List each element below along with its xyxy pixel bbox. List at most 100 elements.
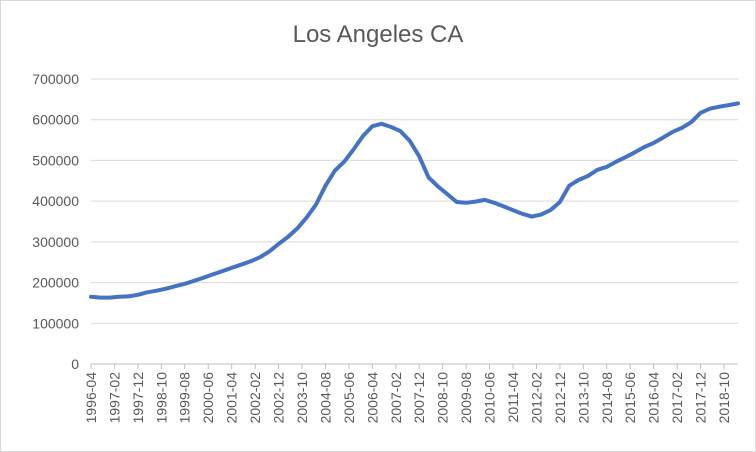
data-point — [539, 213, 543, 217]
data-point — [530, 215, 534, 219]
data-point — [558, 200, 562, 204]
x-tick-label: 2018-10 — [716, 372, 732, 424]
data-point — [352, 147, 356, 151]
data-point — [389, 125, 393, 129]
data-point — [567, 184, 571, 188]
x-tick-label: 2012-12 — [552, 372, 568, 424]
x-tick-label: 2014-08 — [599, 372, 615, 424]
data-point — [117, 295, 121, 299]
data-point — [464, 201, 468, 205]
data-point — [323, 184, 327, 188]
data-point — [98, 296, 102, 300]
y-tick-label: 300000 — [32, 234, 79, 250]
x-tick-label: 2007-12 — [411, 372, 427, 424]
x-tick-label: 2011-04 — [505, 372, 521, 423]
x-tick-label: 2002-12 — [271, 372, 287, 424]
data-point — [549, 208, 553, 212]
data-point — [286, 235, 290, 239]
data-point — [652, 141, 656, 145]
data-point — [230, 266, 234, 270]
x-tick-label: 2006-04 — [364, 372, 380, 424]
x-tick-label: 2005-06 — [341, 372, 357, 424]
data-point — [417, 154, 421, 158]
x-tick-label: 2001-04 — [224, 372, 240, 424]
data-point — [89, 295, 93, 299]
x-tick-label: 1996-04 — [83, 372, 99, 424]
data-point — [577, 178, 581, 182]
data-point — [145, 290, 149, 294]
y-tick-label: 500000 — [32, 152, 79, 168]
data-point — [295, 226, 299, 230]
x-tick-label: 2002-02 — [247, 372, 263, 424]
series-line — [89, 101, 740, 300]
data-point — [220, 269, 224, 273]
x-tick-label: 1998-10 — [153, 372, 169, 424]
x-tick-label: 2000-06 — [200, 372, 216, 424]
data-point — [164, 287, 168, 291]
data-point — [380, 122, 384, 126]
data-point — [474, 200, 478, 204]
data-point — [305, 215, 309, 219]
data-point — [202, 276, 206, 280]
x-tick-label: 2017-12 — [693, 372, 709, 424]
x-tick-label: 2015-06 — [622, 372, 638, 424]
data-point — [717, 105, 721, 109]
data-point — [623, 155, 627, 159]
data-point — [614, 160, 618, 164]
x-tick-label: 1997-02 — [107, 372, 123, 424]
data-point — [661, 136, 665, 140]
x-tick-label: 2004-08 — [317, 372, 333, 424]
data-point — [427, 176, 431, 180]
x-tick-label: 2003-10 — [294, 372, 310, 424]
data-point — [342, 160, 346, 164]
data-point — [267, 250, 271, 254]
data-point — [361, 134, 365, 138]
data-point — [173, 284, 177, 288]
data-point — [370, 124, 374, 128]
data-point — [155, 289, 159, 293]
y-tick-label: 600000 — [32, 112, 79, 128]
x-tick-label: 2007-02 — [388, 372, 404, 424]
data-point — [586, 174, 590, 178]
data-point — [108, 296, 112, 300]
x-tick-label: 2017-02 — [669, 372, 685, 424]
data-point — [483, 198, 487, 202]
x-tick-label: 2010-06 — [482, 372, 498, 424]
y-tick-label: 0 — [71, 356, 79, 372]
x-tick-label: 2012-02 — [529, 372, 545, 424]
data-point — [192, 279, 196, 283]
data-point — [445, 192, 449, 196]
data-point — [239, 263, 243, 267]
data-point — [211, 272, 215, 276]
data-point — [595, 168, 599, 172]
data-point — [605, 165, 609, 169]
data-point — [642, 145, 646, 149]
x-tick-label: 1997-12 — [130, 372, 146, 424]
data-point — [520, 212, 524, 216]
data-point — [736, 101, 740, 105]
data-point — [408, 139, 412, 143]
data-point — [680, 126, 684, 130]
data-point — [436, 184, 440, 188]
data-point — [670, 130, 674, 134]
data-point — [727, 103, 731, 107]
data-point — [333, 169, 337, 173]
data-point — [136, 293, 140, 297]
data-point — [248, 259, 252, 263]
y-tick-label: 700000 — [32, 71, 79, 87]
data-point — [314, 202, 318, 206]
x-tick-label: 1999-08 — [177, 372, 193, 424]
data-point — [277, 242, 281, 246]
y-tick-label: 200000 — [32, 275, 79, 291]
x-tick-label: 2013-10 — [575, 372, 591, 424]
x-tick-label: 2016-04 — [646, 372, 662, 424]
y-tick-label: 400000 — [32, 193, 79, 209]
data-point — [511, 208, 515, 212]
data-point — [689, 120, 693, 124]
data-point — [127, 294, 131, 298]
data-point — [455, 200, 459, 204]
data-point — [258, 255, 262, 259]
data-point — [492, 201, 496, 205]
